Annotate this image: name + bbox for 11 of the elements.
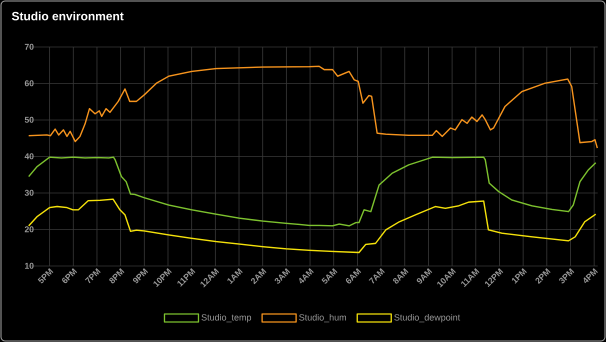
y-tick-label: 50 (24, 116, 34, 123)
legend-label: Studio_hum (299, 314, 346, 322)
y-tick-label: 70 (24, 44, 34, 50)
y-tick-label: 10 (25, 262, 34, 269)
y-tick-label: 30 (24, 190, 34, 196)
y-tick-label: 40 (24, 153, 34, 160)
chart-title: Studio environment (12, 12, 124, 20)
y-tick-label: 60 (24, 80, 34, 86)
legend-label: Studio_dewpoint (394, 314, 460, 322)
y-tick-label: 20 (24, 226, 34, 232)
legend-label: Studio_temp (202, 314, 252, 322)
